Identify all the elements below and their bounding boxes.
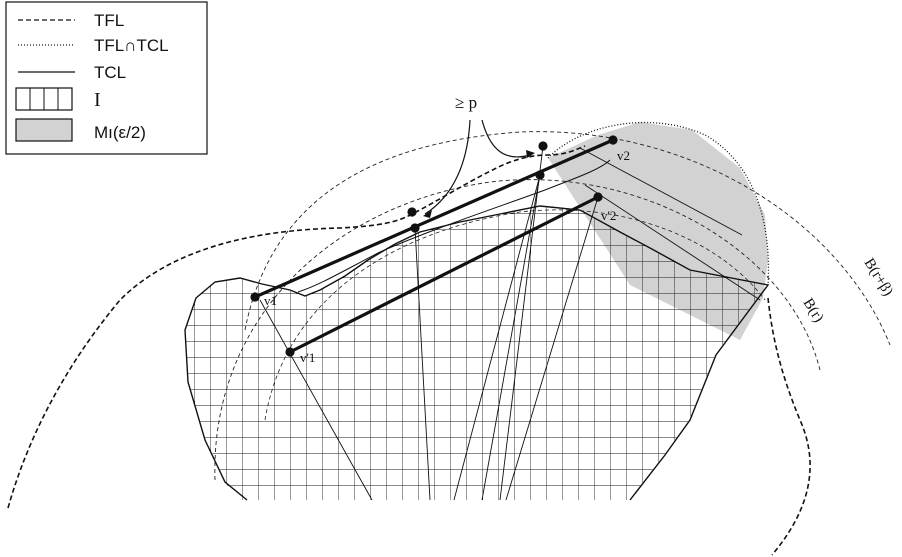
label-v2p: v'2 (601, 208, 616, 223)
legend-i-label: I (94, 89, 101, 111)
label-v1p: v'1 (300, 350, 315, 365)
geq-p-arrow-right (481, 119, 531, 158)
point-mid-b (535, 170, 545, 180)
point-tfl-b (538, 141, 548, 151)
thin-lines (259, 145, 761, 501)
label-ball-r: B(r) (800, 296, 827, 326)
tcl-upper-thin-path (297, 159, 611, 293)
legend-i-swatch (15, 87, 73, 111)
geq-p-arrowhead-left (423, 210, 432, 218)
point-tfl-a (407, 207, 417, 217)
tcl-region-outline (184, 205, 770, 501)
segment-v1-v2 (254, 138, 614, 299)
point-v2p (593, 192, 603, 202)
point-mid-a (410, 223, 420, 233)
legend-tfl-label: TFL (94, 11, 124, 30)
point-v2 (608, 135, 618, 145)
legend-intersection-label: TFL∩TCL (94, 36, 169, 55)
geq-p-arrowhead-right (526, 150, 535, 158)
geq-p-arrow-left (424, 119, 471, 215)
legend: TFL TFL∩TCL TCL I Mı(ε/2) (5, 1, 208, 155)
tfl-left-curve (7, 145, 586, 509)
label-v1: v1 (264, 293, 277, 308)
legend-tcl-label: TCL (94, 63, 126, 82)
legend-m-swatch (15, 118, 73, 142)
point-v1p (285, 347, 295, 357)
label-v2: v2 (617, 148, 630, 163)
tfl-right-curve (767, 297, 811, 556)
legend-m-label: Mı(ε/2) (94, 123, 146, 142)
point-v1 (250, 292, 260, 302)
label-geq-p: ≥ p (455, 93, 477, 112)
label-ball-r-beta: B(r+β) (861, 256, 896, 299)
segment-v1p-v2p (289, 195, 599, 354)
inner-dashed-arc (264, 209, 766, 421)
